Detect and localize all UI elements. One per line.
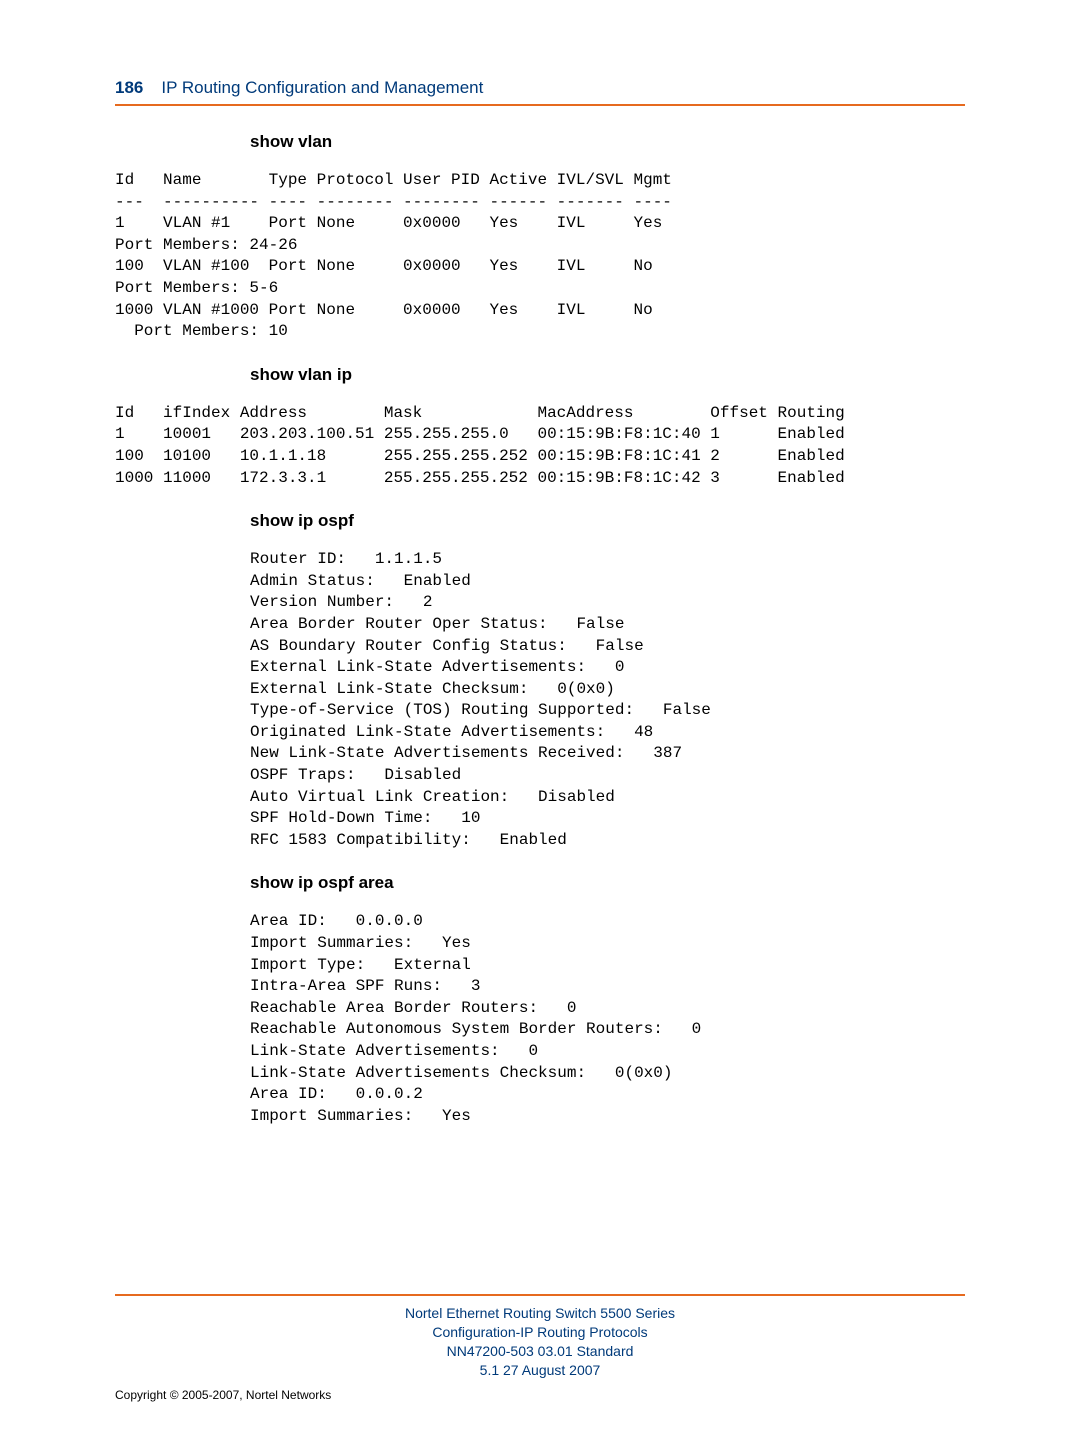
header-rule [115,104,965,106]
page-header: 186 IP Routing Configuration and Managem… [115,78,965,98]
header-title: IP Routing Configuration and Management [161,78,483,98]
heading-show-ip-ospf: show ip ospf [250,511,965,531]
heading-show-ip-ospf-area: show ip ospf area [250,873,965,893]
footer-line3: NN47200-503 03.01 Standard [115,1342,965,1361]
output-show-vlan: Id Name Type Protocol User PID Active IV… [115,170,965,343]
output-show-vlan-ip: Id ifIndex Address Mask MacAddress Offse… [115,403,965,489]
footer-line1: Nortel Ethernet Routing Switch 5500 Seri… [115,1304,965,1323]
heading-show-vlan: show vlan [250,132,965,152]
page: 186 IP Routing Configuration and Managem… [0,0,1080,1440]
footer: Nortel Ethernet Routing Switch 5500 Seri… [115,1294,965,1380]
page-number: 186 [115,78,143,98]
heading-show-vlan-ip: show vlan ip [250,365,965,385]
output-show-ip-ospf-area: Area ID: 0.0.0.0 Import Summaries: Yes I… [250,911,965,1127]
footer-line4: 5.1 27 August 2007 [115,1361,965,1380]
copyright: Copyright © 2005-2007, Nortel Networks [115,1388,331,1402]
footer-line2: Configuration-IP Routing Protocols [115,1323,965,1342]
output-show-ip-ospf: Router ID: 1.1.1.5 Admin Status: Enabled… [250,549,965,851]
